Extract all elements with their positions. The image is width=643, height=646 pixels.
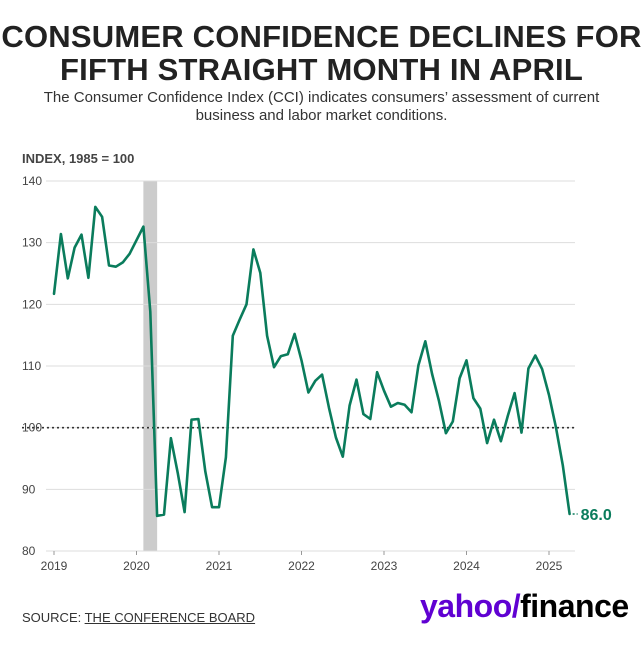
x-tick-label: 2021: [206, 559, 233, 573]
x-tick-label: 2024: [453, 559, 480, 573]
source-prefix: SOURCE:: [22, 610, 85, 625]
chart-subtitle: The Consumer Confidence Index (CCI) indi…: [43, 89, 600, 124]
logo-yahoo: yahoo/: [420, 588, 521, 624]
y-tick-label: 120: [22, 297, 42, 311]
source-note: SOURCE: THE CONFERENCE BOARD: [22, 610, 255, 625]
x-tick-label: 2020: [123, 559, 150, 573]
y-tick-label: 90: [22, 482, 36, 496]
logo-finance: finance: [520, 588, 629, 624]
y-tick-label: 130: [22, 236, 42, 250]
y-axis-label: INDEX, 1985 = 100: [22, 151, 135, 166]
y-tick-label: 140: [22, 174, 42, 188]
x-tick-label: 2019: [41, 559, 68, 573]
chart-title: CONSUMER CONFIDENCE DECLINES FOR FIFTH S…: [1, 19, 642, 87]
end-value-label: 86.0: [581, 507, 612, 524]
x-tick-label: 2022: [288, 559, 315, 573]
x-tick-label: 2023: [371, 559, 398, 573]
x-tick-label: 2025: [536, 559, 563, 573]
source-link[interactable]: THE CONFERENCE BOARD: [84, 610, 256, 625]
y-tick-label: 110: [22, 359, 41, 373]
cci-series-line: [52, 205, 571, 518]
y-tick-label: 80: [22, 544, 36, 558]
yahoo-finance-logo: yahoo/finance: [420, 588, 629, 625]
